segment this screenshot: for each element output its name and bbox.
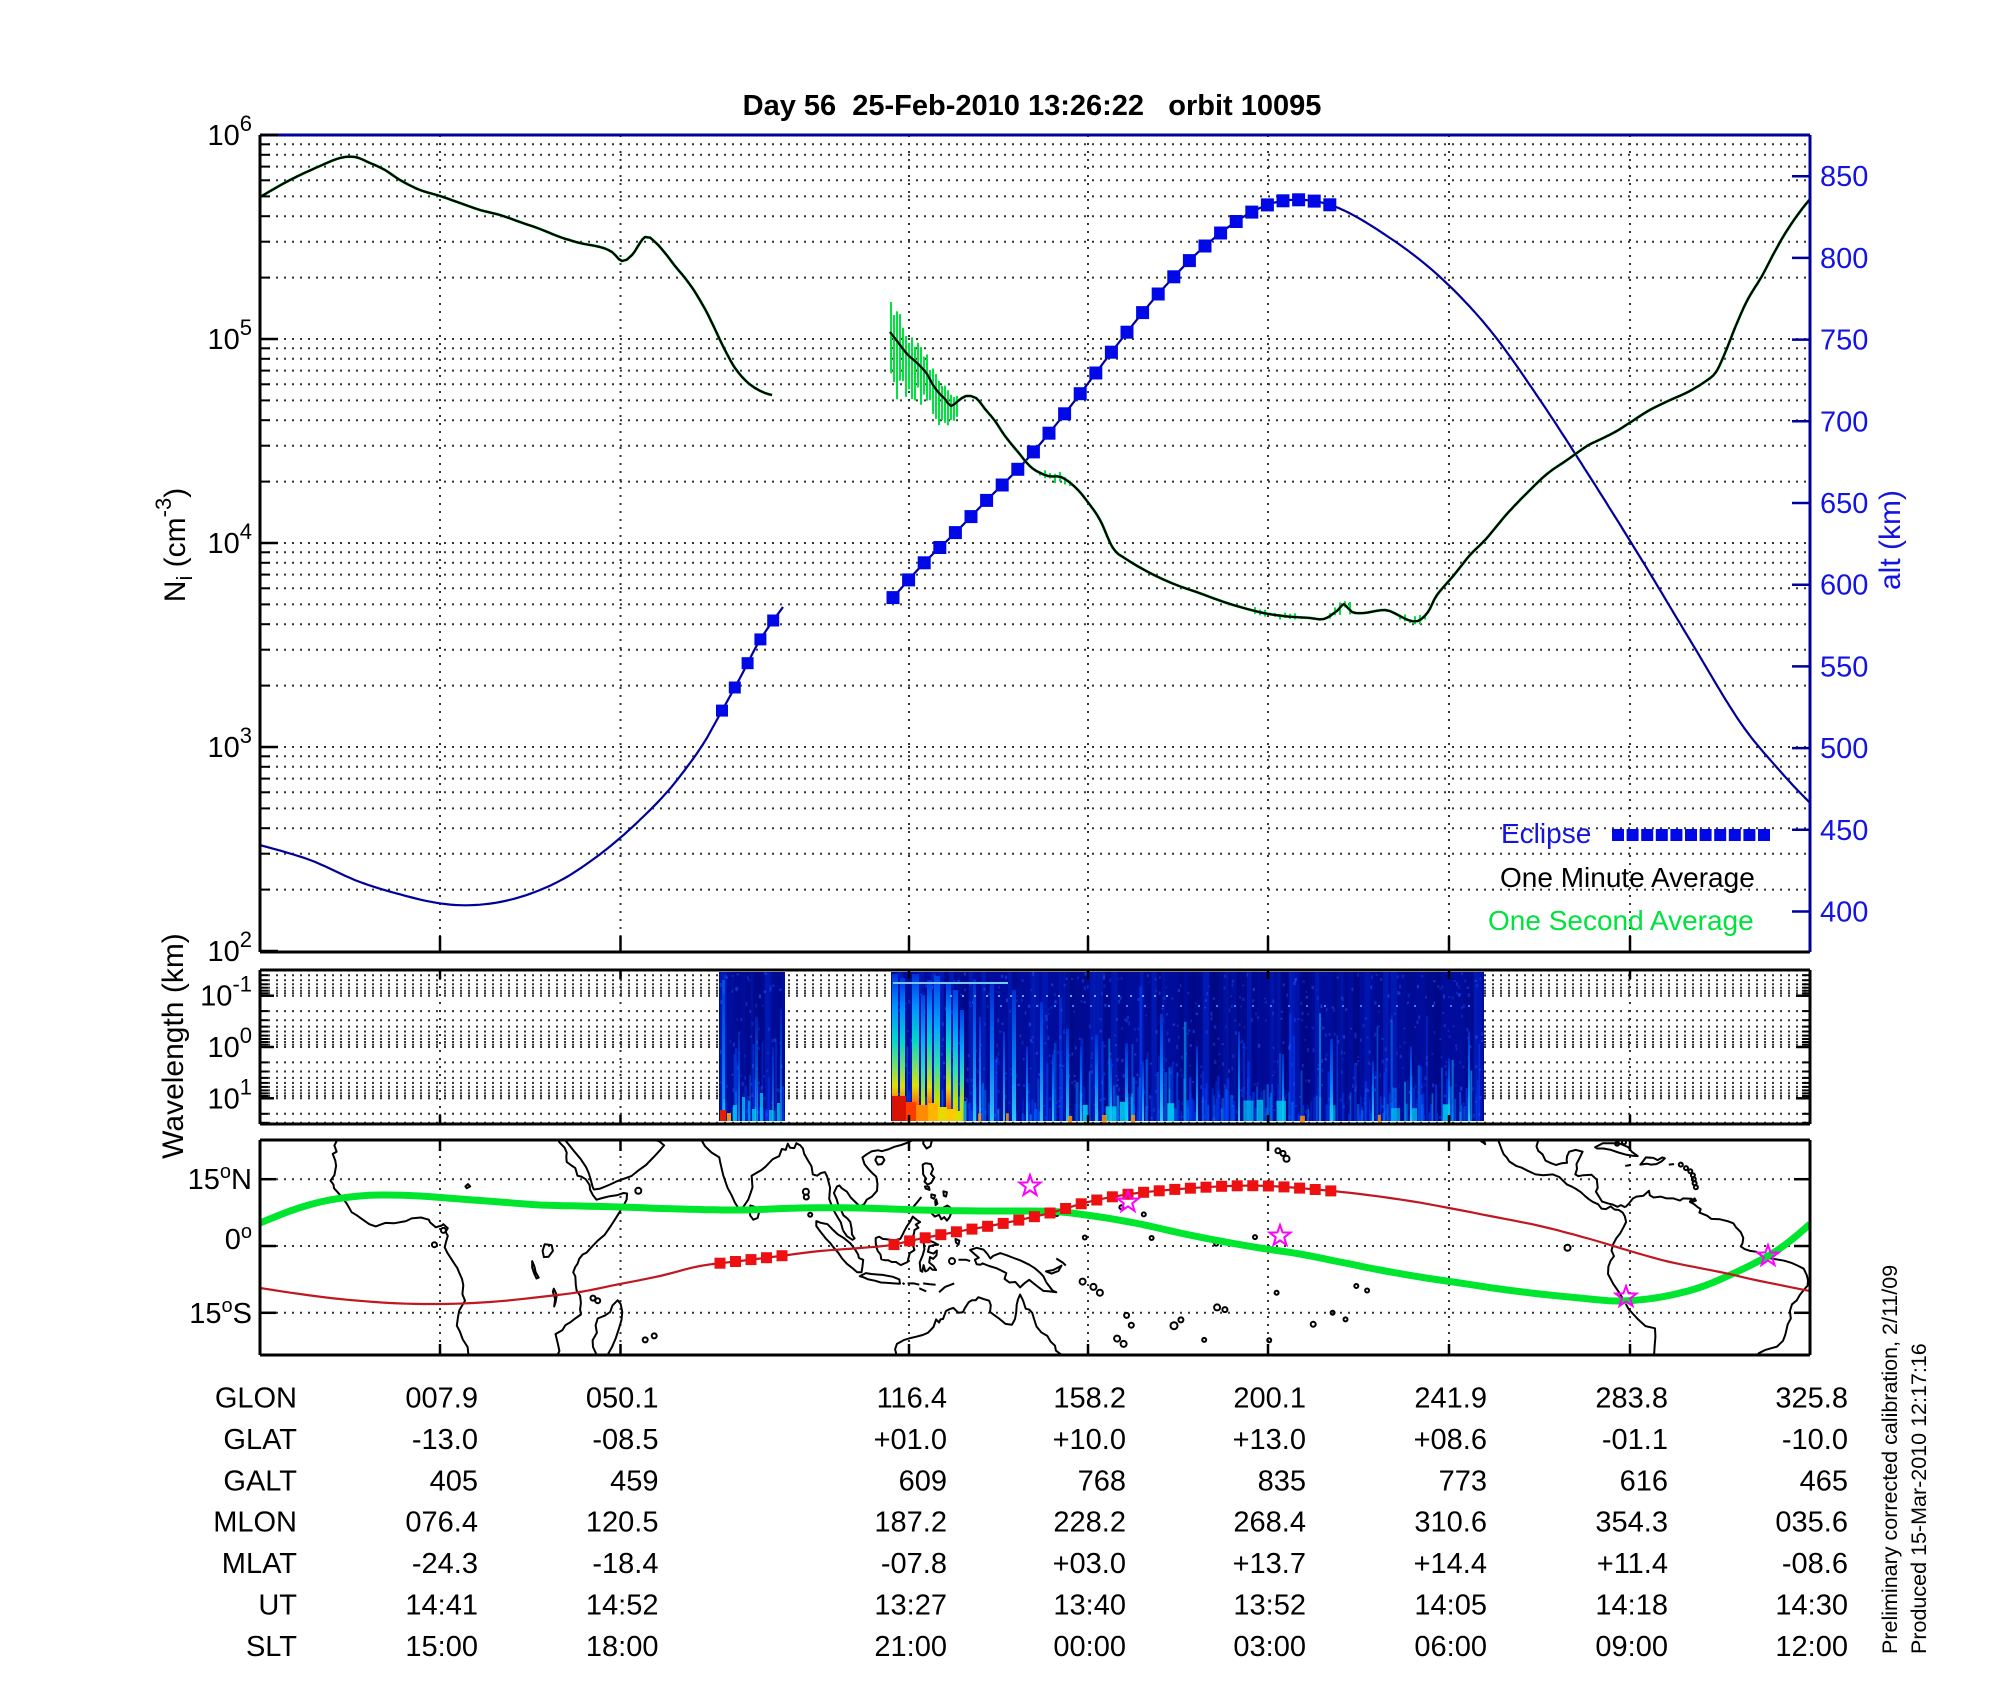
- svg-text:310.6: 310.6: [1414, 1507, 1487, 1539]
- svg-text:Wavelength (km): Wavelength (km): [157, 933, 190, 1159]
- svg-text:14:05: 14:05: [1414, 1590, 1487, 1622]
- svg-text:12:00: 12:00: [1775, 1631, 1848, 1663]
- svg-text:120.5: 120.5: [586, 1507, 659, 1539]
- svg-text:+11.4: +11.4: [1597, 1548, 1668, 1580]
- svg-text:268.4: 268.4: [1233, 1507, 1306, 1539]
- svg-text:+03.0: +03.0: [1053, 1548, 1126, 1580]
- svg-text:007.9: 007.9: [405, 1383, 478, 1415]
- svg-text:650: 650: [1820, 488, 1868, 520]
- svg-text:035.6: 035.6: [1775, 1507, 1848, 1539]
- svg-text:450: 450: [1820, 815, 1868, 847]
- svg-text:21:00: 21:00: [874, 1631, 947, 1663]
- svg-text:Eclipse: Eclipse: [1501, 818, 1591, 849]
- svg-text:One Second Average: One Second Average: [1488, 905, 1754, 936]
- svg-text:116.4: 116.4: [877, 1383, 947, 1415]
- svg-text:+08.6: +08.6: [1414, 1424, 1487, 1456]
- svg-text:700: 700: [1820, 406, 1868, 438]
- svg-text:158.2: 158.2: [1053, 1383, 1126, 1415]
- svg-text:-08.6: -08.6: [1782, 1548, 1848, 1580]
- svg-text:UT: UT: [258, 1590, 297, 1622]
- svg-text:15oN: 15oN: [188, 1161, 252, 1196]
- svg-text:283.8: 283.8: [1595, 1383, 1668, 1415]
- svg-text:050.1: 050.1: [586, 1383, 659, 1415]
- svg-text:550: 550: [1820, 651, 1868, 683]
- svg-text:600: 600: [1820, 570, 1868, 602]
- svg-text:750: 750: [1820, 325, 1868, 357]
- svg-text:228.2: 228.2: [1053, 1507, 1126, 1539]
- svg-text:241.9: 241.9: [1414, 1383, 1487, 1415]
- svg-text:200.1: 200.1: [1233, 1383, 1306, 1415]
- svg-text:-07.8: -07.8: [881, 1548, 947, 1580]
- svg-text:+01.0: +01.0: [874, 1424, 947, 1456]
- svg-text:187.2: 187.2: [874, 1507, 947, 1539]
- svg-text:14:18: 14:18: [1595, 1590, 1668, 1622]
- svg-text:076.4: 076.4: [405, 1507, 478, 1539]
- svg-text:459: 459: [610, 1465, 658, 1497]
- svg-text:MLAT: MLAT: [222, 1548, 297, 1580]
- svg-text:alt (km): alt (km): [1874, 490, 1907, 590]
- svg-text:354.3: 354.3: [1595, 1507, 1668, 1539]
- svg-text:500: 500: [1820, 733, 1868, 765]
- svg-text:13:27: 13:27: [874, 1590, 947, 1622]
- svg-text:18:00: 18:00: [586, 1631, 659, 1663]
- svg-text:14:41: 14:41: [405, 1590, 478, 1622]
- svg-text:13:40: 13:40: [1053, 1590, 1126, 1622]
- svg-text:405: 405: [430, 1465, 478, 1497]
- svg-text:-13.0: -13.0: [412, 1424, 478, 1456]
- svg-text:-01.1: -01.1: [1602, 1424, 1668, 1456]
- svg-text:MLON: MLON: [213, 1507, 297, 1539]
- svg-text:Preliminary corrected calibrat: Preliminary corrected calibration, 2/11/…: [1878, 1265, 1902, 1654]
- svg-text:-18.4: -18.4: [592, 1548, 658, 1580]
- svg-text:+13.7: +13.7: [1233, 1548, 1306, 1580]
- svg-text:-08.5: -08.5: [592, 1424, 658, 1456]
- svg-text:09:00: 09:00: [1595, 1631, 1668, 1663]
- svg-text:14:30: 14:30: [1775, 1590, 1848, 1622]
- svg-text:SLT: SLT: [246, 1631, 297, 1663]
- svg-text:15oS: 15oS: [189, 1295, 252, 1330]
- svg-text:-24.3: -24.3: [412, 1548, 478, 1580]
- svg-text:835: 835: [1258, 1465, 1306, 1497]
- svg-text:GLON: GLON: [215, 1383, 297, 1415]
- svg-text:13:52: 13:52: [1233, 1590, 1306, 1622]
- svg-text:+10.0: +10.0: [1053, 1424, 1126, 1456]
- svg-text:400: 400: [1820, 897, 1868, 929]
- svg-text:773: 773: [1439, 1465, 1487, 1497]
- svg-text:GALT: GALT: [223, 1465, 297, 1497]
- svg-text:768: 768: [1078, 1465, 1126, 1497]
- svg-text:800: 800: [1820, 243, 1868, 275]
- svg-text:325.8: 325.8: [1775, 1383, 1848, 1415]
- svg-text:00:00: 00:00: [1053, 1631, 1126, 1663]
- svg-text:Produced 15-Mar-2010 12:17:16: Produced 15-Mar-2010 12:17:16: [1907, 1343, 1931, 1654]
- svg-text:-10.0: -10.0: [1782, 1424, 1848, 1456]
- svg-text:609: 609: [899, 1465, 947, 1497]
- svg-text:14:52: 14:52: [586, 1590, 659, 1622]
- svg-text:03:00: 03:00: [1233, 1631, 1306, 1663]
- svg-text:15:00: 15:00: [405, 1631, 478, 1663]
- svg-text:+14.4: +14.4: [1414, 1548, 1487, 1580]
- svg-text:One Minute Average: One Minute Average: [1500, 862, 1755, 893]
- svg-text:616: 616: [1620, 1465, 1668, 1497]
- svg-text:06:00: 06:00: [1414, 1631, 1487, 1663]
- svg-text:GLAT: GLAT: [223, 1424, 297, 1456]
- svg-text:850: 850: [1820, 161, 1868, 193]
- svg-text:465: 465: [1800, 1465, 1848, 1497]
- svg-text:+13.0: +13.0: [1233, 1424, 1306, 1456]
- svg-text:Day 56 25-Feb-2010 13:26:22: Day 56 25-Feb-2010 13:26:22 orbit 10095: [743, 90, 1322, 122]
